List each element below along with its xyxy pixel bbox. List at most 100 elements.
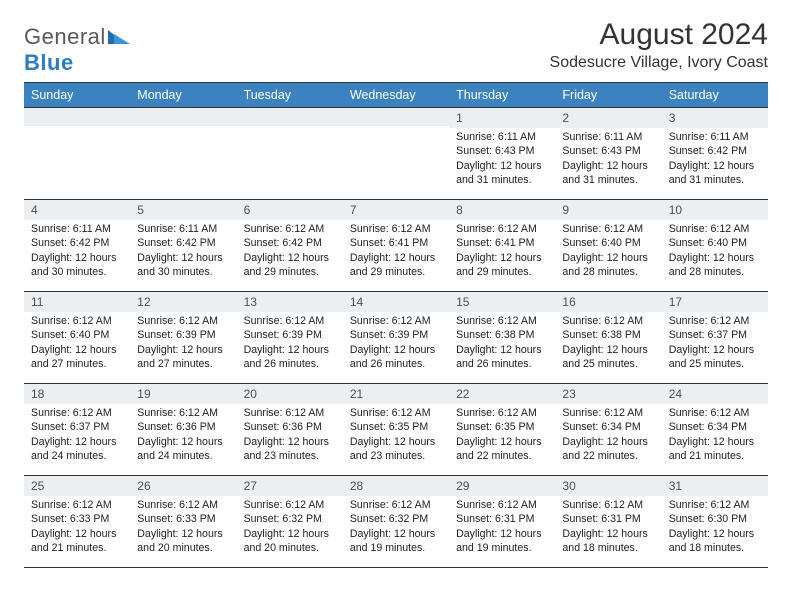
- day-line: Sunrise: 6:12 AM: [31, 314, 125, 328]
- day-line: Daylight: 12 hours and 30 minutes.: [137, 251, 231, 280]
- calendar-cell: 26Sunrise: 6:12 AMSunset: 6:33 PMDayligh…: [130, 476, 236, 568]
- day-number: 12: [130, 292, 236, 312]
- day-line: Sunrise: 6:12 AM: [244, 222, 338, 236]
- day-body: Sunrise: 6:11 AMSunset: 6:42 PMDaylight:…: [24, 220, 130, 282]
- calendar-cell: 29Sunrise: 6:12 AMSunset: 6:31 PMDayligh…: [449, 476, 555, 568]
- logo-text: General Blue: [24, 24, 130, 76]
- day-header: Friday: [555, 83, 661, 108]
- day-body: Sunrise: 6:12 AMSunset: 6:33 PMDaylight:…: [24, 496, 130, 558]
- day-line: Daylight: 12 hours and 31 minutes.: [456, 159, 550, 188]
- day-line: Sunset: 6:32 PM: [244, 512, 338, 526]
- day-number: 28: [343, 476, 449, 496]
- day-number: 26: [130, 476, 236, 496]
- day-line: Sunrise: 6:11 AM: [137, 222, 231, 236]
- day-body: [343, 126, 449, 186]
- day-body: Sunrise: 6:12 AMSunset: 6:39 PMDaylight:…: [237, 312, 343, 374]
- day-body: Sunrise: 6:12 AMSunset: 6:40 PMDaylight:…: [24, 312, 130, 374]
- calendar-cell: 22Sunrise: 6:12 AMSunset: 6:35 PMDayligh…: [449, 384, 555, 476]
- day-number: 17: [662, 292, 768, 312]
- day-number: 30: [555, 476, 661, 496]
- day-number: 22: [449, 384, 555, 404]
- day-number: 6: [237, 200, 343, 220]
- calendar-cell: 7Sunrise: 6:12 AMSunset: 6:41 PMDaylight…: [343, 200, 449, 292]
- day-line: Sunset: 6:42 PM: [669, 144, 763, 158]
- day-line: Sunset: 6:39 PM: [137, 328, 231, 342]
- day-body: Sunrise: 6:12 AMSunset: 6:36 PMDaylight:…: [237, 404, 343, 466]
- calendar-cell: 2Sunrise: 6:11 AMSunset: 6:43 PMDaylight…: [555, 108, 661, 200]
- day-line: Daylight: 12 hours and 19 minutes.: [456, 527, 550, 556]
- calendar-cell: 1Sunrise: 6:11 AMSunset: 6:43 PMDaylight…: [449, 108, 555, 200]
- day-line: Sunrise: 6:12 AM: [350, 222, 444, 236]
- logo-word-2: Blue: [24, 50, 74, 75]
- day-number: 4: [24, 200, 130, 220]
- calendar-body: 1Sunrise: 6:11 AMSunset: 6:43 PMDaylight…: [24, 108, 768, 568]
- header: General Blue August 2024 Sodesucre Villa…: [24, 18, 768, 76]
- calendar-cell: 19Sunrise: 6:12 AMSunset: 6:36 PMDayligh…: [130, 384, 236, 476]
- day-body: Sunrise: 6:12 AMSunset: 6:32 PMDaylight:…: [343, 496, 449, 558]
- day-number: 8: [449, 200, 555, 220]
- calendar-cell: 16 Sunrise: 6:12 AMSunset: 6:38 PMDayligh…: [555, 292, 661, 384]
- day-number: 7: [343, 200, 449, 220]
- day-line: Sunset: 6:39 PM: [350, 328, 444, 342]
- day-line: Sunrise: 6:12 AM: [562, 406, 656, 420]
- day-number: 23: [555, 384, 661, 404]
- calendar-cell: 25Sunrise: 6:12 AMSunset: 6:33 PMDayligh…: [24, 476, 130, 568]
- day-line: Sunrise: 6:12 AM: [350, 498, 444, 512]
- day-line: Sunset: 6:35 PM: [350, 420, 444, 434]
- calendar-cell: 5Sunrise: 6:11 AMSunset: 6:42 PMDaylight…: [130, 200, 236, 292]
- day-line: Sunrise: 6:12 AM: [562, 222, 656, 236]
- day-line: Sunrise: 6:12 AM: [562, 498, 656, 512]
- day-line: Daylight: 12 hours and 29 minutes.: [456, 251, 550, 280]
- day-line: Sunrise: 6:11 AM: [669, 130, 763, 144]
- day-line: Sunset: 6:38 PM: [562, 328, 656, 342]
- day-line: Daylight: 12 hours and 29 minutes.: [350, 251, 444, 280]
- day-body: [130, 126, 236, 186]
- calendar-cell: 12Sunrise: 6:12 AMSunset: 6:39 PMDayligh…: [130, 292, 236, 384]
- day-line: Sunset: 6:31 PM: [562, 512, 656, 526]
- calendar-week-row: 1Sunrise: 6:11 AMSunset: 6:43 PMDaylight…: [24, 108, 768, 200]
- day-number: 20: [237, 384, 343, 404]
- day-body: Sunrise: 6:12 AMSunset: 6:40 PMDaylight:…: [555, 220, 661, 282]
- day-body: Sunrise: 6:11 AMSunset: 6:43 PMDaylight:…: [449, 128, 555, 190]
- day-line: Daylight: 12 hours and 28 minutes.: [562, 251, 656, 280]
- day-line: Sunset: 6:40 PM: [562, 236, 656, 250]
- day-body: Sunrise: 6:12 AMSunset: 6:34 PMDaylight:…: [662, 404, 768, 466]
- logo: General Blue: [24, 18, 130, 76]
- day-number: 21: [343, 384, 449, 404]
- day-line: Daylight: 12 hours and 27 minutes.: [31, 343, 125, 372]
- calendar-week-row: 11Sunrise: 6:12 AMSunset: 6:40 PMDayligh…: [24, 292, 768, 384]
- day-number: 16: [555, 292, 661, 312]
- day-line: Sunrise: 6:12 AM: [562, 314, 656, 328]
- calendar-cell: 31Sunrise: 6:12 AMSunset: 6:30 PMDayligh…: [662, 476, 768, 568]
- day-line: Daylight: 12 hours and 25 minutes.: [562, 343, 656, 372]
- day-number: [343, 108, 449, 126]
- calendar-cell: 13Sunrise: 6:12 AMSunset: 6:39 PMDayligh…: [237, 292, 343, 384]
- day-body: Sunrise: 6:12 AMSunset: 6:41 PMDaylight:…: [449, 220, 555, 282]
- day-line: Sunrise: 6:12 AM: [669, 222, 763, 236]
- day-line: Daylight: 12 hours and 23 minutes.: [350, 435, 444, 464]
- day-body: Sunrise: 6:11 AMSunset: 6:42 PMDaylight:…: [130, 220, 236, 282]
- calendar-week-row: 25Sunrise: 6:12 AMSunset: 6:33 PMDayligh…: [24, 476, 768, 568]
- location: Sodesucre Village, Ivory Coast: [550, 54, 768, 72]
- day-line: Sunset: 6:41 PM: [456, 236, 550, 250]
- day-line: Daylight: 12 hours and 26 minutes.: [244, 343, 338, 372]
- day-header: Saturday: [662, 83, 768, 108]
- day-body: Sunrise: 6:12 AMSunset: 6:39 PMDaylight:…: [130, 312, 236, 374]
- day-line: Sunrise: 6:12 AM: [137, 406, 231, 420]
- day-number: 19: [130, 384, 236, 404]
- day-body: Sunrise: 6:12 AMSunset: 6:36 PMDaylight:…: [130, 404, 236, 466]
- day-line: Daylight: 12 hours and 26 minutes.: [456, 343, 550, 372]
- day-body: Sunrise: 6:12 AMSunset: 6:40 PMDaylight:…: [662, 220, 768, 282]
- day-line: Daylight: 12 hours and 18 minutes.: [562, 527, 656, 556]
- day-number: 29: [449, 476, 555, 496]
- day-line: Daylight: 12 hours and 18 minutes.: [669, 527, 763, 556]
- calendar-cell: 14Sunrise: 6:12 AMSunset: 6:39 PMDayligh…: [343, 292, 449, 384]
- day-number: 1: [449, 108, 555, 128]
- title-block: August 2024 Sodesucre Village, Ivory Coa…: [550, 18, 768, 72]
- day-body: Sunrise: 6:11 AMSunset: 6:43 PMDaylight:…: [555, 128, 661, 190]
- day-header: Tuesday: [237, 83, 343, 108]
- month-title: August 2024: [550, 18, 768, 52]
- calendar-cell: 11Sunrise: 6:12 AMSunset: 6:40 PMDayligh…: [24, 292, 130, 384]
- day-line: Sunrise: 6:11 AM: [456, 130, 550, 144]
- day-line: Sunrise: 6:11 AM: [31, 222, 125, 236]
